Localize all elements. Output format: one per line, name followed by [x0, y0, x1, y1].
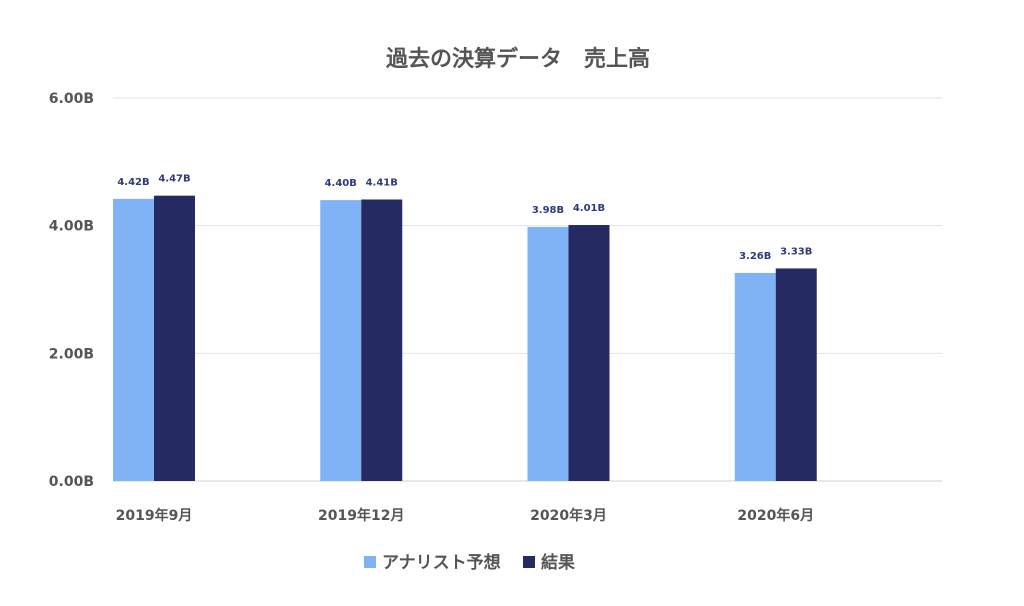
bar-forecast [734, 272, 776, 481]
bar-actual [361, 199, 403, 481]
data-label: 4.40B [325, 178, 357, 189]
bar-actual [568, 225, 610, 481]
x-tick-label: 2019年9月 [116, 507, 193, 524]
data-label: 3.33B [780, 246, 812, 257]
bars: 4.42B 4.47B 4.40B 4.41B 3.98B 4.01B 3.26B 3.33B [113, 174, 817, 482]
data-label: 3.26B [739, 251, 771, 262]
x-axis: 2019年9月 2019年12月 2020年3月 2020年6月 [116, 507, 814, 524]
legend-swatch [364, 556, 376, 568]
bar-actual [154, 195, 195, 482]
data-label: 3.98B [532, 205, 564, 216]
bar-actual [775, 268, 817, 481]
y-tick-label: 4.00B [49, 219, 94, 235]
data-label: 4.41B [366, 177, 398, 188]
y-tick-label: 2.00B [49, 346, 94, 362]
chart-title: 過去の決算データ 売上高 [386, 46, 650, 72]
bar-forecast [113, 198, 154, 481]
legend: アナリスト予想 結果 [364, 552, 575, 573]
x-tick-label: 2020年6月 [737, 507, 814, 524]
legend-label: アナリスト予想 [382, 552, 501, 573]
bar-forecast [527, 226, 569, 481]
x-tick-label: 2019年12月 [318, 507, 404, 524]
bar-forecast [320, 200, 362, 481]
data-label: 4.47B [158, 174, 190, 185]
y-axis: 0.00B 2.00B 4.00B 6.00B [49, 91, 94, 490]
y-tick-label: 0.00B [49, 474, 94, 490]
x-tick-label: 2020年3月 [530, 507, 607, 524]
legend-label: 結果 [541, 552, 575, 573]
y-tick-label: 6.00B [49, 91, 94, 107]
data-label: 4.42B [117, 177, 149, 188]
data-label: 4.01B [573, 203, 605, 214]
legend-swatch [523, 556, 535, 568]
